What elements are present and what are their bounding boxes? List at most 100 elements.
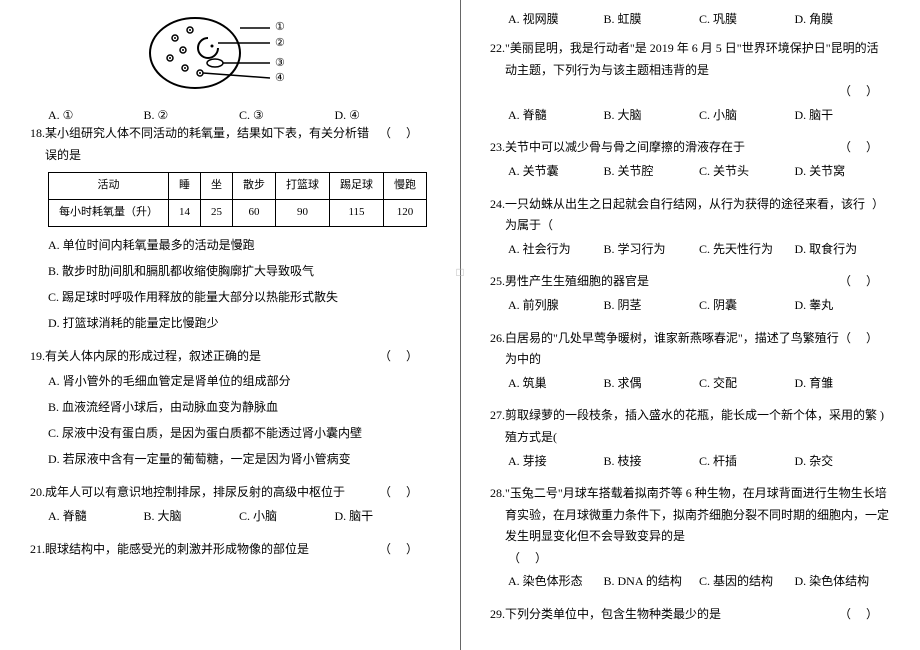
q27-opt-d: D. 杂交 — [795, 451, 891, 473]
q23: 23.关节中可以减少骨与骨之间摩擦的滑液存在于 （ ） A. 关节囊 B. 关节… — [490, 137, 890, 182]
q18-text: 某小组研究人体不同活动的耗氧量，结果如下表，有关分析错误的是 — [45, 123, 379, 166]
left-column: ① ② ③ ④ A. ① B. ② C. ③ D. ④ 18. 某小组研究人体不… — [0, 8, 460, 642]
q21-opt-c: C. 巩膜 — [699, 10, 795, 27]
q18-opt-d: D. 打篮球消耗的能量定比慢跑少 — [30, 311, 430, 335]
q27-text: 剪取绿萝的一段枝条，插入盛水的花瓶，能长成一个新个体，采用的繁殖方式是( — [505, 405, 880, 448]
q20-opt-d: D. 脑干 — [335, 506, 431, 528]
q28-num: 28. — [490, 483, 505, 548]
q20-opt-a: A. 脊髓 — [48, 506, 144, 528]
q17-opt-c: C. ③ — [239, 108, 335, 123]
q19-opt-a: A. 肾小管外的毛细血管定是肾单位的组成部分 — [30, 369, 430, 393]
th-sleep: 睡 — [169, 173, 201, 200]
cell-5: 115 — [330, 199, 384, 226]
q17-opt-a: A. ① — [48, 108, 144, 123]
q17-opt-d: D. ④ — [335, 108, 431, 123]
q28-opt-b: B. DNA 的结构 — [604, 571, 700, 593]
q26-num: 26. — [490, 328, 505, 371]
q29-paren: （ ） — [839, 604, 890, 626]
q18-opt-a: A. 单位时间内耗氧量最多的活动是慢跑 — [30, 233, 430, 257]
q26-opt-d: D. 育雏 — [795, 373, 891, 395]
q25-opt-a: A. 前列腺 — [508, 295, 604, 317]
q24-opt-d: D. 取食行为 — [795, 239, 891, 261]
th-walk: 散步 — [233, 173, 276, 200]
table-data-row: 每小时耗氧量（升） 14 25 60 90 115 120 — [49, 199, 427, 226]
q20-num: 20. — [30, 482, 45, 504]
q27-paren: ) — [880, 405, 890, 427]
q18-num: 18. — [30, 123, 45, 166]
q25-num: 25. — [490, 271, 505, 293]
q17-opt-b: B. ② — [144, 108, 240, 123]
q19-opt-d: D. 若尿液中含有一定量的葡萄糖，一定是因为肾小管病变 — [30, 447, 430, 471]
cell-3: 60 — [233, 199, 276, 226]
q24-text: 一只幼蛛从出生之日起就会自行结网，从行为获得的途径来看，该行为属于（ — [505, 194, 872, 237]
row-label: 每小时耗氧量（升） — [49, 199, 169, 226]
q25-opt-b: B. 阴茎 — [604, 295, 700, 317]
q21-paren: （ ） — [379, 539, 430, 561]
q19-opt-b: B. 血液流经肾小球后，由动脉血变为静脉血 — [30, 395, 430, 419]
q26-opt-b: B. 求偶 — [604, 373, 700, 395]
q20: 20. 成年人可以有意识地控制排尿，排尿反射的高级中枢位于 （ ） A. 脊髓 … — [30, 482, 430, 527]
th-football: 踢足球 — [330, 173, 384, 200]
q22-paren: （ ） — [839, 81, 890, 103]
q27-opt-c: C. 杆插 — [699, 451, 795, 473]
q29-text: 下列分类单位中，包含生物种类最少的是 — [505, 604, 721, 626]
q22-opt-b: B. 大脑 — [604, 105, 700, 127]
q26: 26.白居易的"几处早莺争暖树，谁家新燕啄春泥"，描述了鸟繁殖行为中的 （ ） … — [490, 328, 890, 395]
q24-opt-b: B. 学习行为 — [604, 239, 700, 261]
q18-table: 活动 睡 坐 散步 打篮球 踢足球 慢跑 每小时耗氧量（升） 14 25 60 … — [48, 172, 427, 227]
q23-text: 关节中可以减少骨与骨之间摩擦的滑液存在于 — [505, 137, 745, 159]
q24-opt-c: C. 先天性行为 — [699, 239, 795, 261]
q22-num: 22. — [490, 38, 505, 81]
diagram-label-3: ③ — [275, 57, 285, 69]
q20-opt-c: C. 小脑 — [239, 506, 335, 528]
q24-paren: ） — [872, 194, 890, 216]
q19-num: 19. — [30, 346, 45, 368]
q18-paren: （ ） — [379, 123, 430, 145]
diagram-label-4: ④ — [275, 72, 285, 84]
q27-opt-a: A. 芽接 — [508, 451, 604, 473]
q25-text: 男性产生生殖细胞的器官是 — [505, 271, 649, 293]
diagram-label-2: ② — [275, 37, 285, 49]
q19: 19. 有关人体内尿的形成过程，叙述正确的是 （ ） A. 肾小管外的毛细血管定… — [30, 346, 430, 472]
q26-opt-a: A. 筑巢 — [508, 373, 604, 395]
q18-opt-c: C. 踢足球时呼吸作用释放的能量大部分以热能形式散失 — [30, 285, 430, 309]
right-column: A. 视网膜 B. 虹膜 C. 巩膜 D. 角膜 22. "美丽昆明，我是行动者… — [460, 8, 920, 642]
q23-opt-a: A. 关节囊 — [508, 161, 604, 183]
q23-opt-b: B. 关节腔 — [604, 161, 700, 183]
th-jog: 慢跑 — [384, 173, 427, 200]
q21-text: 眼球结构中，能感受光的刺激并形成物像的部位是 — [45, 539, 309, 561]
q25-paren: （ ） — [839, 271, 890, 293]
q25: 25.男性产生生殖细胞的器官是 （ ） A. 前列腺 B. 阴茎 C. 阴囊 D… — [490, 271, 890, 316]
q28-text: "玉兔二号"月球车搭载着拟南芥等 6 种生物，在月球背面进行生物生长培育实验，在… — [505, 483, 890, 548]
q21-num: 21. — [30, 539, 45, 561]
q18-opt-b: B. 散步时肋间肌和膈肌都收缩使胸廓扩大导致吸气 — [30, 259, 430, 283]
q20-opt-b: B. 大脑 — [144, 506, 240, 528]
q23-opt-c: C. 关节头 — [699, 161, 795, 183]
q24-num: 24. — [490, 194, 505, 237]
q19-paren: （ ） — [379, 346, 430, 368]
q26-paren: （ ） — [839, 328, 890, 350]
q20-paren: （ ） — [379, 482, 430, 504]
q21-opt-b: B. 虹膜 — [604, 10, 700, 27]
q28: 28."玉兔二号"月球车搭载着拟南芥等 6 种生物，在月球背面进行生物生长培育实… — [490, 483, 890, 593]
q28-paren: （ ） — [508, 551, 559, 565]
q22: 22. "美丽昆明，我是行动者"是 2019 年 6 月 5 日"世界环境保护日… — [490, 38, 890, 126]
q24-opt-a: A. 社会行为 — [508, 239, 604, 261]
q21: 21. 眼球结构中，能感受光的刺激并形成物像的部位是 （ ） — [30, 539, 430, 561]
cell-diagram: ① ② ③ ④ — [30, 8, 430, 102]
q19-opt-c: C. 尿液中没有蛋白质，是因为蛋白质都不能透过肾小囊内壁 — [30, 421, 430, 445]
q23-opt-d: D. 关节窝 — [795, 161, 891, 183]
q19-text: 有关人体内尿的形成过程，叙述正确的是 — [45, 346, 261, 368]
q28-opt-c: C. 基因的结构 — [699, 571, 795, 593]
q25-opt-c: C. 阴囊 — [699, 295, 795, 317]
q22-opt-c: C. 小脑 — [699, 105, 795, 127]
q24: 24.一只幼蛛从出生之日起就会自行结网，从行为获得的途径来看，该行为属于（ ） … — [490, 194, 890, 261]
cell-1: 14 — [169, 199, 201, 226]
q28-opt-d: D. 染色体结构 — [795, 571, 891, 593]
q26-text: 白居易的"几处早莺争暖树，谁家新燕啄春泥"，描述了鸟繁殖行为中的 — [505, 328, 839, 371]
q25-opt-d: D. 睾丸 — [795, 295, 891, 317]
q21-opt-d: D. 角膜 — [795, 10, 891, 27]
cell-2: 25 — [201, 199, 233, 226]
diagram-label-1: ① — [275, 21, 285, 33]
q29-num: 29. — [490, 604, 505, 626]
